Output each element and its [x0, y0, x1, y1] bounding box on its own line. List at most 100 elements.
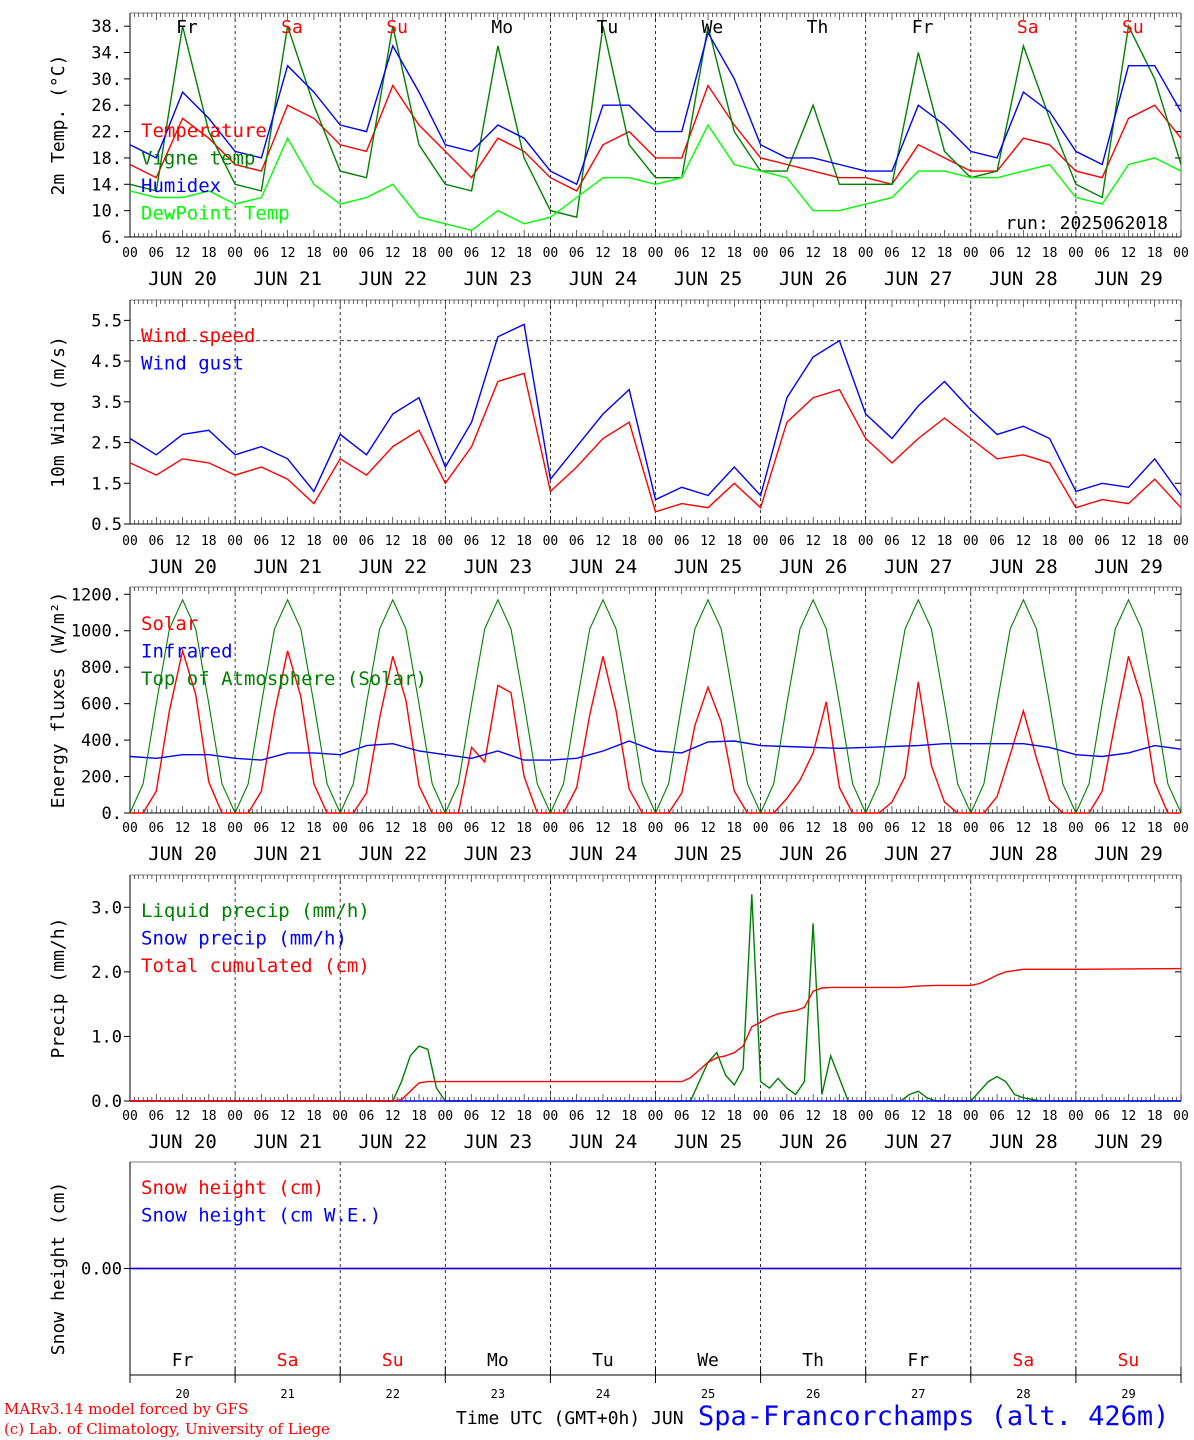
panel-3: 0. 200. 400. 600. 800. 1000. 1200.Energy fluxe…	[48, 585, 1189, 865]
date-label: JUN 26	[779, 1131, 848, 1153]
y-tick-label: 800.	[81, 658, 122, 678]
hour-label: 06	[254, 821, 270, 836]
day-number: 20	[175, 1387, 189, 1401]
hour-label: 18	[726, 534, 742, 549]
date-label: JUN 22	[358, 556, 427, 578]
hour-label: 00	[1173, 821, 1189, 836]
hour-label: 00	[1068, 246, 1084, 261]
hour-label: 18	[1042, 821, 1058, 836]
hour-label: 00	[122, 821, 138, 836]
panel-4: 0.0 1.0 2.0 3.0 Precip (mm/h) Liquid precip (…	[48, 874, 1189, 1153]
legend-entry: Snow precip (mm/h)	[141, 928, 347, 950]
hour-label: 06	[464, 534, 480, 549]
day-name: Fr	[176, 17, 198, 38]
hour-label: 18	[516, 534, 532, 549]
hour-label: 12	[805, 1109, 821, 1124]
date-label: JUN 27	[884, 843, 953, 865]
y-tick-label: 600.	[81, 695, 122, 715]
y-tick-label: 22.	[91, 123, 122, 143]
date-label: JUN 29	[1094, 843, 1163, 865]
hour-label: 06	[569, 246, 585, 261]
hour-label: 12	[175, 246, 191, 261]
y-tick-label: 5.5	[91, 311, 122, 331]
date-label: JUN 25	[674, 556, 743, 578]
y-tick-label: 38.	[91, 17, 122, 37]
hour-label: 18	[201, 821, 217, 836]
hour-label: 00	[437, 534, 453, 549]
date-label: JUN 27	[884, 268, 953, 290]
y-tick-label: 0.	[102, 804, 122, 824]
hour-label: 06	[569, 1109, 585, 1124]
day-number: 26	[806, 1387, 820, 1401]
hour-label: 12	[280, 1109, 296, 1124]
series-line-wind-gust	[129, 323, 1182, 501]
hour-label: 12	[385, 1109, 401, 1124]
series-line-humidex	[129, 30, 1182, 186]
legend-entry: Wind speed	[141, 325, 255, 347]
series-line-wind-speed	[129, 372, 1182, 513]
hour-label: 06	[148, 534, 164, 549]
date-label: JUN 21	[253, 1131, 322, 1153]
legend-entry: DewPoint Temp	[141, 203, 290, 225]
date-label: JUN 24	[569, 1131, 638, 1153]
hour-label: 12	[280, 821, 296, 836]
y-tick-label: 30.	[91, 70, 122, 90]
hour-label: 12	[1016, 1109, 1032, 1124]
y-tick-label: 3.0	[91, 898, 122, 918]
day-number: 29	[1121, 1387, 1135, 1401]
hour-label: 18	[726, 821, 742, 836]
hour-label: 06	[359, 1109, 375, 1124]
hour-label: 18	[306, 246, 322, 261]
date-label: JUN 20	[148, 843, 217, 865]
hour-label: 12	[385, 534, 401, 549]
hour-label: 12	[700, 246, 716, 261]
day-number: 21	[280, 1387, 294, 1401]
hour-label: 00	[332, 1109, 348, 1124]
hour-label: 00	[437, 1109, 453, 1124]
hour-label: 12	[175, 534, 191, 549]
date-label: JUN 23	[464, 843, 533, 865]
hour-label: 00	[332, 246, 348, 261]
date-label: JUN 21	[253, 268, 322, 290]
y-tick-label: 6.	[102, 228, 122, 248]
hour-label: 00	[753, 246, 769, 261]
legend-entry: Snow height (cm W.E.)	[141, 1205, 381, 1227]
hour-label: 00	[543, 1109, 559, 1124]
hour-label: 12	[1016, 246, 1032, 261]
hour-label: 12	[1121, 1109, 1137, 1124]
day-number: 28	[1016, 1387, 1030, 1401]
hour-label: 00	[858, 1109, 874, 1124]
hour-label: 00	[858, 821, 874, 836]
date-label: JUN 25	[674, 843, 743, 865]
hour-label: 06	[1094, 821, 1110, 836]
hour-label: 18	[621, 821, 637, 836]
hour-label: 18	[201, 246, 217, 261]
hour-label: 00	[543, 246, 559, 261]
day-name: Su	[386, 17, 408, 38]
hour-label: 18	[1147, 821, 1163, 836]
y-tick-label: 4.5	[91, 352, 122, 372]
hour-label: 00	[1173, 246, 1189, 261]
hour-label: 06	[464, 821, 480, 836]
legend-entry: Liquid precip (mm/h)	[141, 900, 370, 922]
hour-label: 12	[700, 534, 716, 549]
hour-label: 06	[779, 246, 795, 261]
hour-label: 18	[832, 246, 848, 261]
hour-label: 06	[1094, 1109, 1110, 1124]
date-label: JUN 28	[989, 268, 1058, 290]
legend-entry: Snow height (cm)	[141, 1177, 324, 1199]
hour-label: 00	[963, 1109, 979, 1124]
date-label: JUN 28	[989, 556, 1058, 578]
hour-label: 06	[884, 246, 900, 261]
hour-label: 00	[753, 821, 769, 836]
y-tick-label: 34.	[91, 44, 122, 64]
hour-label: 00	[648, 246, 664, 261]
panel-1: 6. 10. 14. 18. 22. 26. 30. 34. 38. 2m Temp. (°C) T…	[48, 12, 1189, 290]
hour-label: 00	[122, 1109, 138, 1124]
hour-label: 18	[411, 246, 427, 261]
day-number: 24	[596, 1387, 610, 1401]
date-label: JUN 24	[569, 268, 638, 290]
hour-label: 06	[779, 1109, 795, 1124]
date-label: JUN 23	[464, 1131, 533, 1153]
